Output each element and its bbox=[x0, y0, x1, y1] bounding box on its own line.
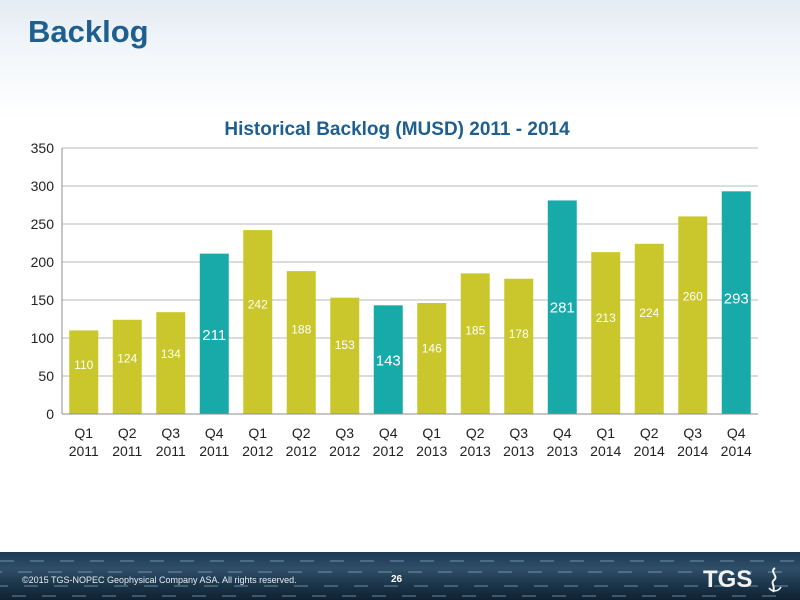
bar-value-label: 153 bbox=[335, 338, 355, 352]
bar-q2-2014 bbox=[634, 243, 664, 414]
x-tick-quarter: Q3 bbox=[161, 425, 180, 441]
y-axis-ticks: 0 50 100 150 200 250 300 350 bbox=[31, 140, 55, 422]
y-tick-label: 0 bbox=[46, 406, 54, 422]
x-axis-ticks: Q1 2011 Q2 2011 Q3 2011 Q4 2011 Q1 2012 Q2 2012 Q3 20… bbox=[62, 413, 758, 459]
x-tick-quarter: Q1 bbox=[74, 425, 93, 441]
footer-bar: ©2015 TGS-NOPEC Geophysical Company ASA.… bbox=[0, 552, 800, 600]
header-band bbox=[0, 0, 800, 120]
bar-q4-2013 bbox=[547, 200, 577, 414]
bar-value-label: 293 bbox=[724, 290, 749, 307]
y-tick-label: 150 bbox=[31, 292, 55, 308]
bar-q1-2011 bbox=[69, 330, 99, 414]
copyright-text: ©2015 TGS-NOPEC Geophysical Company ASA.… bbox=[22, 575, 297, 585]
y-tick-label: 350 bbox=[31, 140, 55, 156]
bar-q1-2014 bbox=[591, 252, 621, 414]
bar-q3-2014 bbox=[678, 216, 708, 414]
bar-q2-2012 bbox=[286, 271, 316, 414]
bar-value-label: 124 bbox=[117, 351, 137, 365]
y-tick-label: 50 bbox=[38, 368, 54, 384]
x-tick-year: 2012 bbox=[242, 443, 273, 459]
x-tick-quarter: Q4 bbox=[205, 425, 224, 441]
chart-title: Historical Backlog (MUSD) 2011 - 2014 bbox=[224, 119, 570, 140]
bar-q1-2012 bbox=[243, 230, 273, 414]
x-tick-year: 2014 bbox=[721, 443, 752, 459]
x-tick-year: 2012 bbox=[286, 443, 317, 459]
x-tick-quarter: Q2 bbox=[292, 425, 311, 441]
x-tick-year: 2011 bbox=[112, 443, 142, 459]
bar-value-label: 185 bbox=[465, 324, 485, 338]
x-tick-year: 2013 bbox=[416, 443, 447, 459]
bar-value-label: 281 bbox=[550, 299, 575, 316]
tgs-logo: TGS bbox=[703, 566, 753, 593]
x-tick-year: 2011 bbox=[156, 443, 186, 459]
bar-q2-2011 bbox=[112, 319, 142, 414]
x-tick-year: 2013 bbox=[547, 443, 578, 459]
y-tick-label: 250 bbox=[31, 216, 55, 232]
bar-value-label: 178 bbox=[509, 327, 529, 341]
bar-value-label: 146 bbox=[422, 341, 442, 355]
bar-value-label: 242 bbox=[248, 298, 268, 312]
x-tick-quarter: Q4 bbox=[553, 425, 572, 441]
bar-value-label: 134 bbox=[161, 347, 181, 361]
chart-bars bbox=[69, 191, 751, 414]
x-tick-year: 2013 bbox=[503, 443, 534, 459]
y-tick-label: 100 bbox=[31, 330, 55, 346]
x-tick-quarter: Q2 bbox=[640, 425, 659, 441]
x-tick-year: 2011 bbox=[199, 443, 229, 459]
x-tick-quarter: Q1 bbox=[596, 425, 615, 441]
bar-q3-2012 bbox=[330, 297, 360, 414]
bar-value-label: 213 bbox=[596, 311, 616, 325]
x-tick-year: 2012 bbox=[329, 443, 360, 459]
bar-value-label: 224 bbox=[639, 306, 659, 320]
bar-q4-2011 bbox=[199, 253, 229, 414]
bar-value-label: 188 bbox=[291, 322, 311, 336]
bar-value-label: 211 bbox=[202, 327, 226, 344]
x-tick-quarter: Q2 bbox=[118, 425, 137, 441]
bar-q2-2013 bbox=[460, 273, 490, 414]
x-tick-quarter: Q1 bbox=[248, 425, 267, 441]
x-tick-year: 2014 bbox=[634, 443, 665, 459]
y-tick-label: 300 bbox=[31, 178, 55, 194]
x-tick-quarter: Q3 bbox=[509, 425, 528, 441]
tgs-logo-mark-icon bbox=[768, 567, 782, 593]
bar-value-label: 143 bbox=[376, 353, 401, 370]
x-tick-quarter: Q3 bbox=[335, 425, 354, 441]
slide-title: Backlog bbox=[28, 14, 149, 49]
bar-q1-2013 bbox=[417, 303, 447, 414]
bar-value-label: 110 bbox=[74, 358, 93, 372]
bar-q3-2013 bbox=[504, 278, 534, 414]
x-tick-year: 2014 bbox=[677, 443, 708, 459]
bar-q4-2014 bbox=[721, 191, 751, 414]
x-tick-year: 2014 bbox=[590, 443, 621, 459]
x-tick-quarter: Q2 bbox=[466, 425, 485, 441]
page-number: 26 bbox=[391, 574, 403, 585]
x-tick-year: 2012 bbox=[373, 443, 404, 459]
x-tick-quarter: Q1 bbox=[422, 425, 441, 441]
x-tick-year: 2013 bbox=[460, 443, 491, 459]
y-tick-label: 200 bbox=[31, 254, 55, 270]
bar-q4-2012 bbox=[373, 305, 403, 414]
x-tick-year: 2011 bbox=[69, 443, 99, 459]
bar-q3-2011 bbox=[156, 312, 186, 414]
x-tick-quarter: Q4 bbox=[727, 425, 746, 441]
backlog-bar-chart: Historical Backlog (MUSD) 2011 - 2014 0 5… bbox=[31, 119, 758, 459]
bar-value-label: 260 bbox=[683, 289, 703, 303]
x-tick-quarter: Q3 bbox=[683, 425, 702, 441]
bar-value-labels: 110 124 134 211 242 188 153 143 146 185 178 281 213 2… bbox=[74, 289, 749, 371]
x-tick-quarter: Q4 bbox=[379, 425, 398, 441]
